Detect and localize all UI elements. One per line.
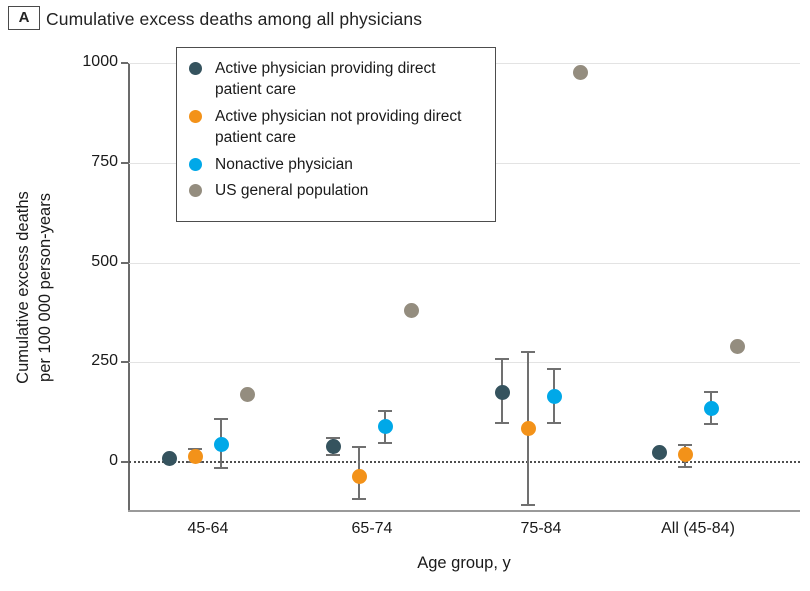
y-tick-label: 750 <box>91 152 118 170</box>
data-point <box>239 386 255 402</box>
data-point <box>677 446 693 462</box>
y-tick-mark <box>121 461 128 464</box>
data-point <box>213 436 229 452</box>
data-point <box>729 338 745 354</box>
panel-title: Cumulative excess deaths among all physi… <box>46 9 423 29</box>
data-point <box>403 302 419 318</box>
data-point <box>572 65 588 81</box>
gridline-250 <box>129 362 800 364</box>
legend: Active physician providing direct patien… <box>176 47 496 222</box>
legend-label-us-general: US general population <box>215 181 369 199</box>
x-tick-label: 75-84 <box>520 520 562 537</box>
error-bar-cap-bottom <box>326 454 340 457</box>
y-axis-title-line1: Cumulative excess deaths <box>14 191 32 384</box>
gridline-500 <box>129 262 800 264</box>
legend-swatch-nonactive-icon <box>189 157 202 171</box>
panel-label-badge: A <box>8 6 40 30</box>
legend-label-active-not-providing: Active physician not providing direct pa… <box>215 107 462 147</box>
legend-label-nonactive: Nonactive physician <box>215 155 353 173</box>
error-bar-cap-bottom <box>678 466 692 469</box>
y-tick-mark <box>121 161 128 164</box>
x-axis-title: Age group, y <box>417 554 511 572</box>
x-tick-label: 45-64 <box>187 520 229 537</box>
y-axis-title-line2: per 100 000 person-years <box>36 193 55 382</box>
x-tick-label: All (45-84) <box>661 520 735 537</box>
legend-swatch-active-not-providing-icon <box>189 109 202 123</box>
error-bar-cap-bottom <box>547 422 561 425</box>
y-tick-mark <box>121 361 128 364</box>
data-point <box>703 400 719 416</box>
data-point <box>494 384 510 400</box>
data-point <box>546 388 562 404</box>
data-point <box>377 418 393 434</box>
legend-item-active-providing: Active physician providing direct patien… <box>189 58 483 101</box>
legend-item-us-general: US general population <box>189 180 483 201</box>
error-bar-cap-bottom <box>352 498 366 501</box>
error-bar-cap-bottom <box>495 422 509 425</box>
y-tick-label: 250 <box>91 352 118 370</box>
error-bar-cap-bottom <box>378 442 392 445</box>
x-axis-line <box>128 510 800 512</box>
y-tick-label: 500 <box>91 252 118 270</box>
y-tick-mark <box>121 261 128 264</box>
y-axis-title: Cumulative excess deaths per 100 000 per… <box>12 63 62 512</box>
y-tick-label: 1000 <box>82 53 118 70</box>
legend-swatch-active-providing-icon <box>189 62 202 75</box>
data-point <box>520 420 536 436</box>
legend-item-active-not-providing: Active physician not providing direct pa… <box>189 106 483 149</box>
data-point <box>161 450 177 466</box>
y-axis-line <box>128 63 130 512</box>
zero-baseline <box>129 461 800 464</box>
legend-swatch-us-general-icon <box>189 183 202 197</box>
data-point <box>651 444 667 460</box>
error-bar-cap-bottom <box>521 504 535 506</box>
legend-label-active-providing: Active physician providing direct patien… <box>215 60 436 99</box>
x-tick-label: 65-74 <box>351 520 393 537</box>
data-point <box>325 438 341 454</box>
data-point <box>187 448 203 464</box>
data-point <box>351 468 367 484</box>
y-tick-label: 0 <box>109 452 118 470</box>
y-tick-mark <box>121 62 128 64</box>
legend-item-nonactive: Nonactive physician <box>189 154 483 175</box>
error-bar-cap-bottom <box>214 467 228 470</box>
error-bar-cap-bottom <box>704 422 718 425</box>
